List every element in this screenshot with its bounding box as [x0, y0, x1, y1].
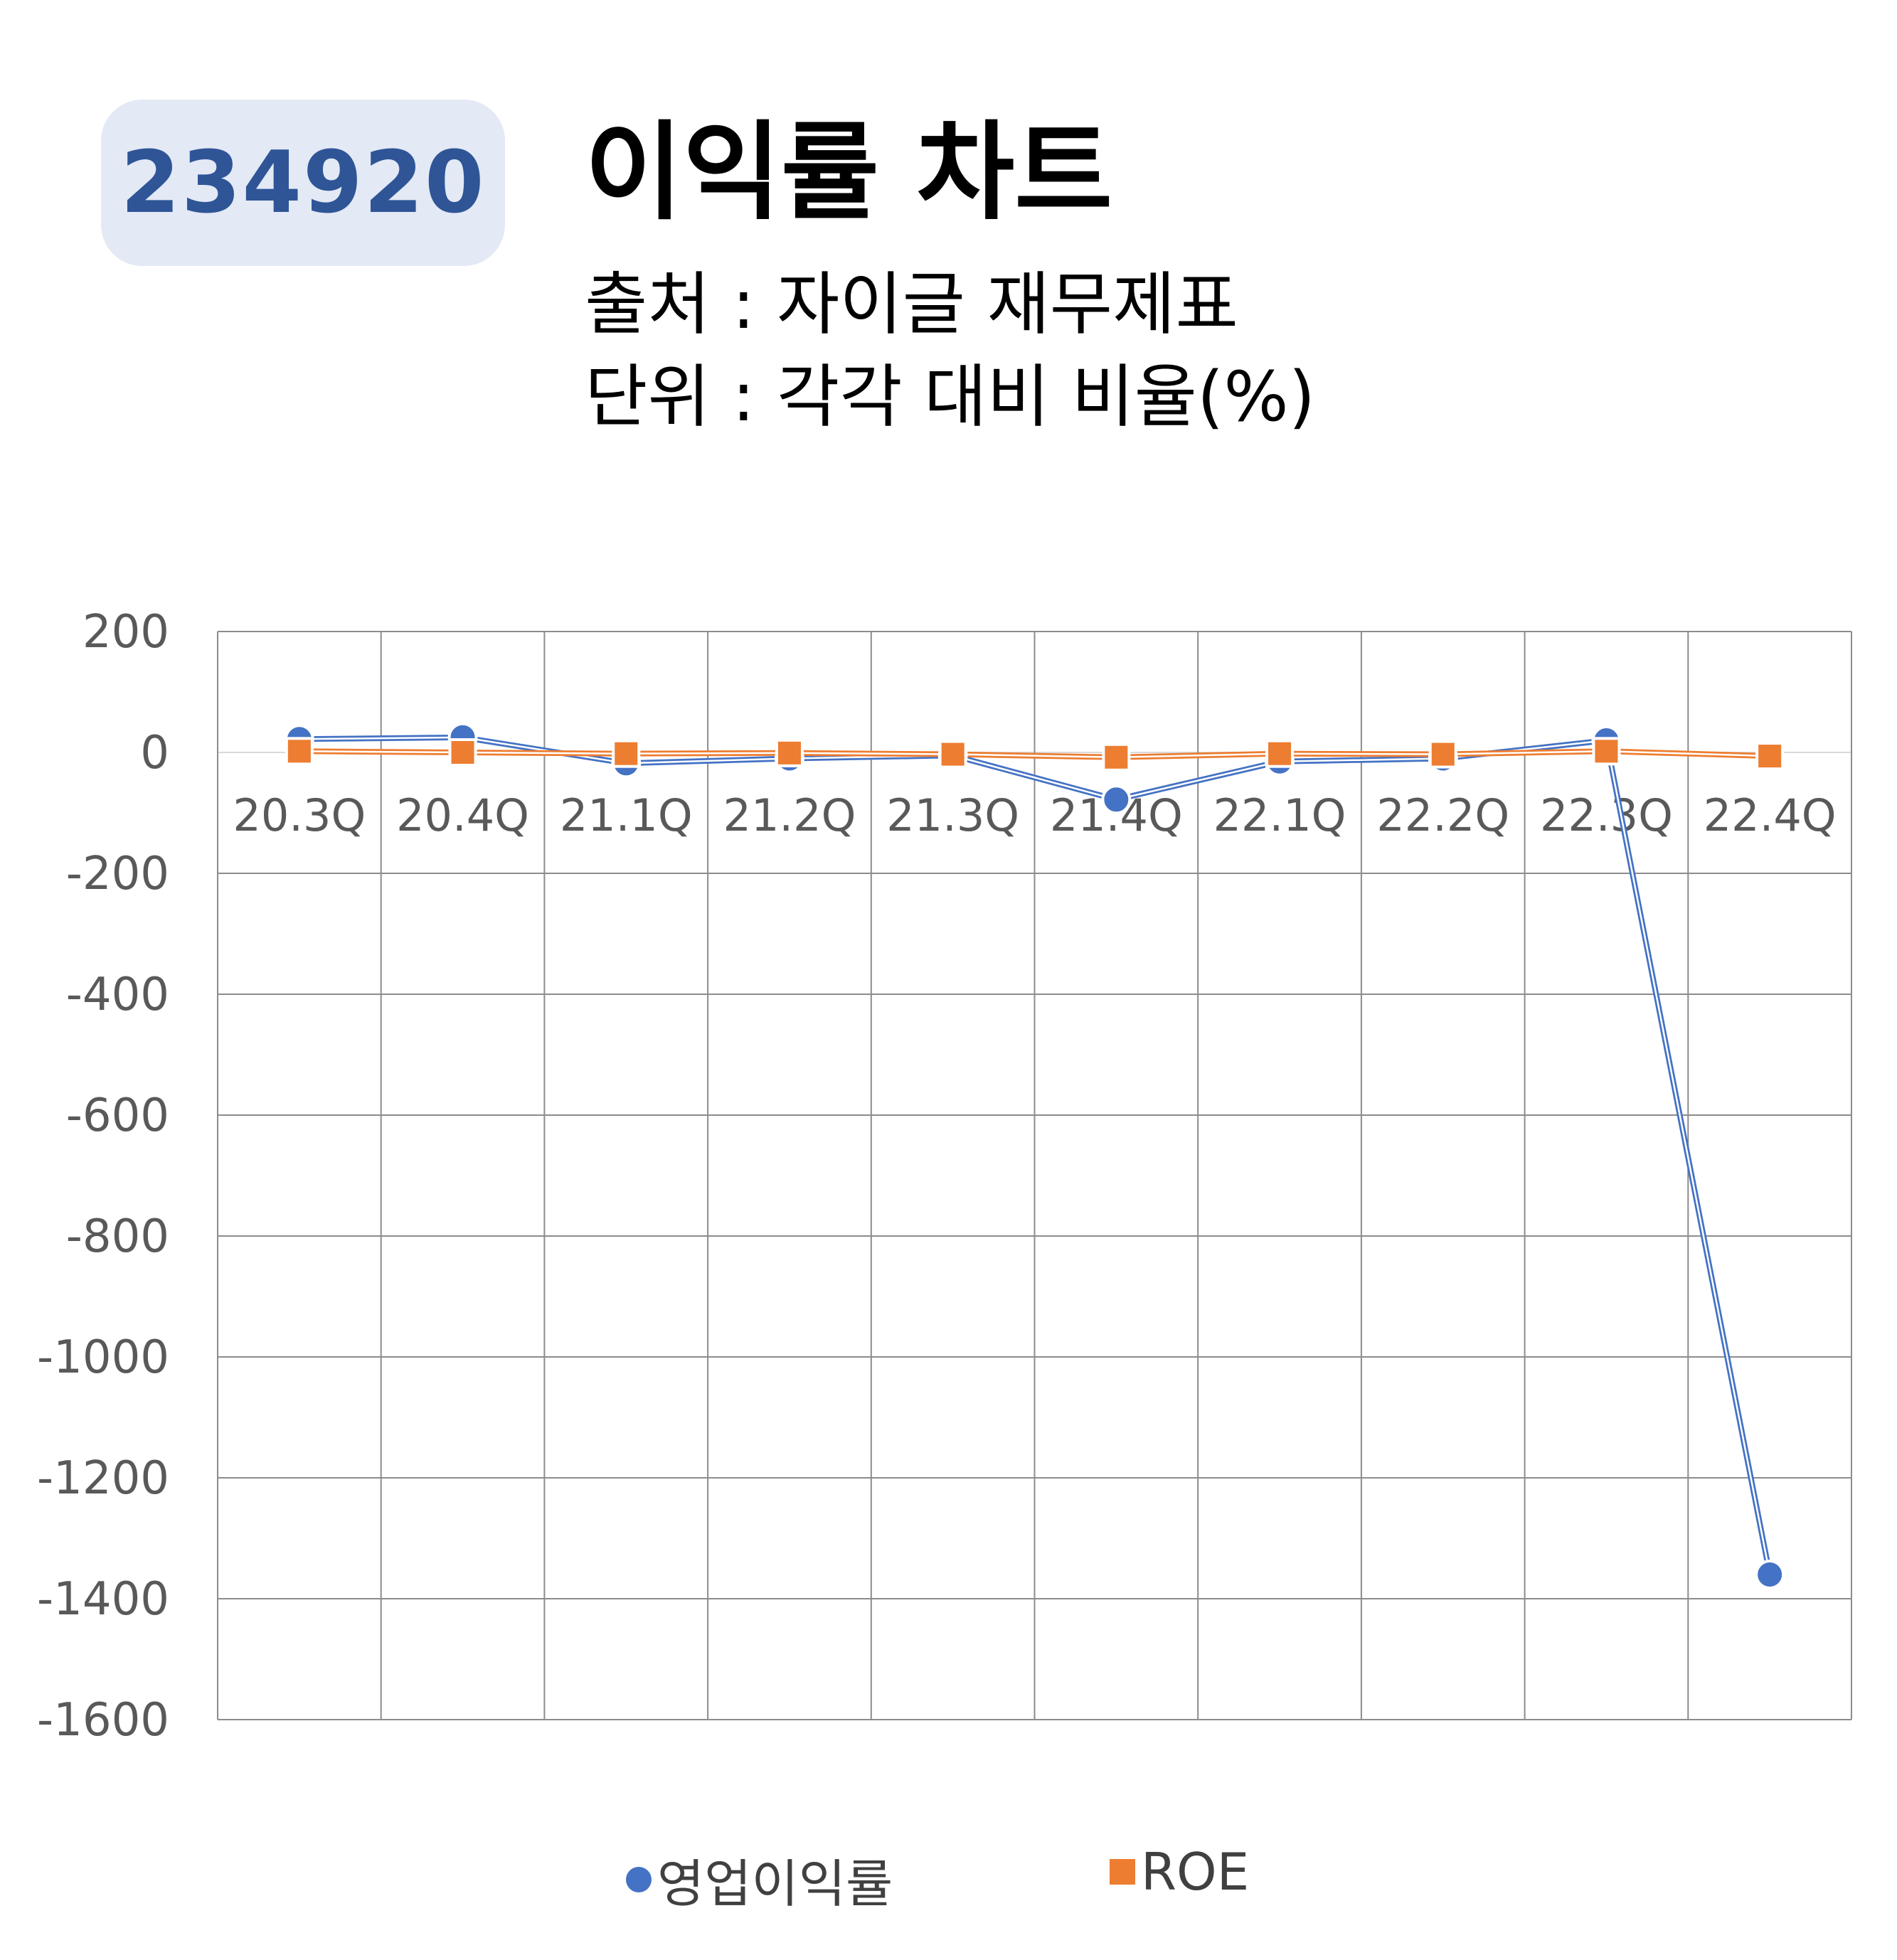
x-tick-label: 21.1Q — [560, 789, 693, 841]
data-point-roe — [1755, 742, 1785, 771]
legend-label-roe: ROE — [1141, 1842, 1250, 1902]
y-tick-label: -1600 — [37, 1694, 169, 1747]
legend-item-roe: ROE — [1110, 1842, 1249, 1902]
y-tick-label: -1000 — [37, 1331, 169, 1384]
data-point-roe — [1428, 740, 1457, 769]
x-tick-label: 22.1Q — [1213, 789, 1346, 841]
stock-code-badge: 234920 — [101, 100, 505, 266]
y-tick-label: -200 — [66, 848, 169, 900]
y-tick-label: 200 — [83, 606, 169, 659]
data-point-roe — [612, 739, 641, 768]
data-point-operating-margin — [1755, 1560, 1785, 1589]
chart-title: 이익률 차트 — [585, 111, 1113, 235]
data-point-roe — [448, 738, 477, 767]
x-tick-label: 22.4Q — [1704, 789, 1837, 841]
x-tick-label: 21.2Q — [723, 789, 856, 841]
unit-note: 단위 : 각각 대비 비율(%) — [585, 357, 1316, 437]
data-point-roe — [1592, 737, 1621, 766]
data-point-roe — [1265, 739, 1295, 768]
data-point-roe — [1102, 742, 1131, 772]
circle-marker-icon — [626, 1866, 652, 1892]
x-tick-label: 20.3Q — [233, 789, 366, 841]
y-tick-label: -1200 — [37, 1452, 169, 1505]
x-tick-label: 20.4Q — [396, 789, 529, 841]
data-point-roe — [938, 740, 967, 769]
legend-item-operating-margin: 영업이익률 — [626, 1842, 893, 1917]
source-note: 출처 : 자이글 재무제표 — [585, 265, 1238, 344]
x-tick-label: 22.2Q — [1376, 789, 1509, 841]
series-line-highlight-1 — [299, 750, 1770, 759]
y-tick-label: 0 — [140, 727, 169, 779]
y-tick-label: -800 — [66, 1210, 169, 1263]
x-tick-label: 22.3Q — [1540, 789, 1673, 841]
legend-label-operating-margin: 영업이익률 — [657, 1854, 893, 1914]
data-point-roe — [285, 737, 314, 766]
data-point-operating-margin — [1101, 784, 1132, 815]
y-tick-label: -1400 — [37, 1573, 169, 1626]
x-tick-label: 21.3Q — [886, 789, 1019, 841]
data-point-roe — [775, 738, 804, 767]
y-tick-label: -400 — [66, 969, 169, 1021]
y-tick-label: -600 — [66, 1090, 169, 1142]
square-marker-icon — [1110, 1859, 1135, 1885]
